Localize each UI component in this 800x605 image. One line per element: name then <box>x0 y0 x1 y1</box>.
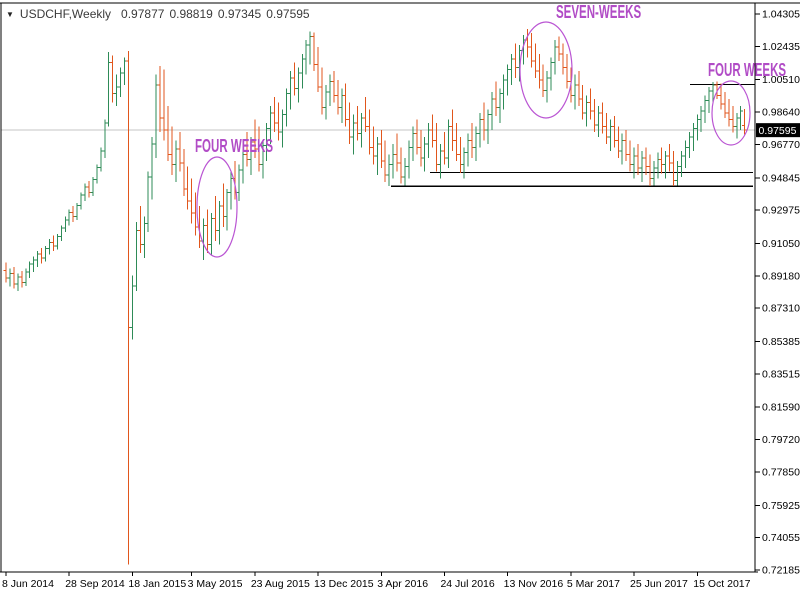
symbol-timeframe-label: USDCHF,Weekly <box>19 7 112 21</box>
price-axis-label: 0.96770 <box>762 139 800 151</box>
time-axis-label: 3 May 2015 <box>188 578 243 590</box>
price-axis-label: 0.89180 <box>762 270 800 282</box>
symbol-dropdown-icon[interactable]: ▼ <box>6 9 14 19</box>
annotation-four-weeks-right-label[interactable]: FOUR WEEKS <box>708 60 787 80</box>
time-axis-label: 13 Dec 2015 <box>314 578 374 590</box>
time-axis-label: 23 Aug 2015 <box>251 578 310 590</box>
price-axis-label: 0.83515 <box>762 368 800 380</box>
price-axis-label: 0.94845 <box>762 172 800 184</box>
annotation-four-weeks-left-label[interactable]: FOUR WEEKS <box>195 136 274 156</box>
annotation-ellipse-1[interactable] <box>196 156 238 258</box>
time-axis-label: 13 Nov 2016 <box>504 578 564 590</box>
price-axis-label: 0.92975 <box>762 205 800 217</box>
price-axis-label: 1.02435 <box>762 41 800 53</box>
time-axis-label: 3 Apr 2016 <box>377 578 428 590</box>
price-axis-label: 0.81590 <box>762 402 800 414</box>
price-axis-label: 0.79720 <box>762 434 800 446</box>
price-axis-label: 0.87310 <box>762 303 800 315</box>
price-axis-label: 1.00510 <box>762 74 800 86</box>
time-axis-label: 18 Jan 2015 <box>128 578 186 590</box>
current-price-badge <box>756 123 800 138</box>
time-axis-label: 8 Jun 2014 <box>2 578 54 590</box>
ohlc-high-value: 0.98819 <box>169 7 213 21</box>
price-axis-label: 0.85385 <box>762 336 800 348</box>
chart-title-bar: ▼ USDCHF,Weekly 0.97877 0.98819 0.97345 … <box>6 7 315 21</box>
ohlc-close-value: 0.97595 <box>266 7 310 21</box>
price-axis-label: 0.91050 <box>762 238 800 250</box>
price-axis-label: 0.74055 <box>762 532 800 544</box>
annotation-ellipse-2[interactable] <box>519 21 573 119</box>
price-axis-label: 0.75925 <box>762 500 800 512</box>
time-axis-label: 28 Sep 2014 <box>65 578 125 590</box>
time-axis-label: 25 Jun 2017 <box>630 578 688 590</box>
ohlc-open-value: 0.97877 <box>121 7 165 21</box>
time-axis-label: 24 Jul 2016 <box>440 578 494 590</box>
annotation-seven-weeks-label[interactable]: SEVEN-WEEKS <box>556 2 642 22</box>
price-axis-label: 0.72185 <box>762 564 800 576</box>
time-axis-label: 15 Oct 2017 <box>693 578 750 590</box>
time-axis-label: 5 Mar 2017 <box>567 578 620 590</box>
price-axis-label: 0.77850 <box>762 466 800 478</box>
annotation-ellipse-3[interactable] <box>711 80 751 146</box>
price-axis-label: 0.98640 <box>762 107 800 119</box>
current-price-badge-value: 0.97595 <box>759 125 797 137</box>
price-axis-label: 1.04305 <box>762 9 800 21</box>
ohlc-low-value: 0.97345 <box>217 7 262 21</box>
